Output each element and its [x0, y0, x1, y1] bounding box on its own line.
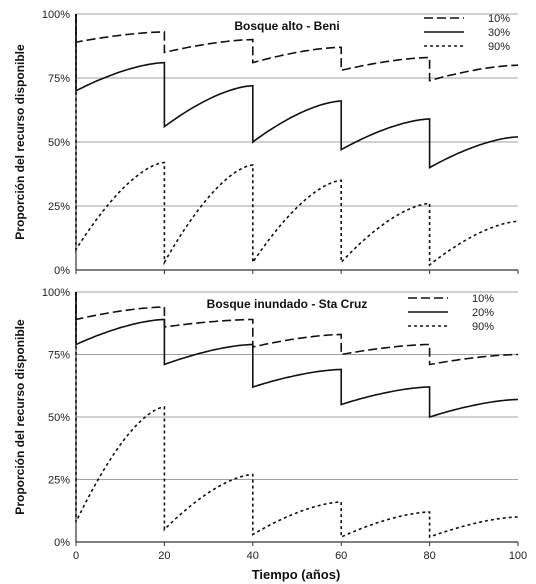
- x-tick-label: 60: [335, 550, 347, 562]
- legend-label: 10%: [472, 293, 494, 305]
- legend-label: 90%: [488, 41, 510, 53]
- legend-label: 90%: [472, 321, 494, 333]
- legend-label: 30%: [488, 27, 510, 39]
- y-tick-label: 50%: [48, 137, 70, 149]
- x-tick-label: 100: [509, 550, 527, 562]
- legend-label: 20%: [472, 307, 494, 319]
- series-line: [75, 292, 518, 366]
- series-line: [75, 292, 519, 539]
- panel-bosque-inundado: 0% 25% 50% 75% 100% 0 20 40 60 80 100 Proporción de…: [13, 287, 527, 562]
- y-axis-label: Proporción del recurso disponible: [13, 319, 27, 515]
- y-tick-label: 25%: [48, 201, 70, 213]
- panel-title: Bosque inundado - Sta Cruz: [207, 297, 368, 311]
- y-tick-label: 100%: [42, 9, 70, 21]
- y-tick-label: 50%: [48, 412, 70, 424]
- x-axis-label: Tiempo (años): [252, 567, 341, 582]
- series-line: [75, 14, 519, 267]
- x-tick-label: 40: [247, 550, 259, 562]
- legend-label: 10%: [488, 13, 510, 25]
- panel-bosque-alto: 0% 25% 50% 75% 100% Proporción del recurso di…: [13, 9, 519, 277]
- x-tick-label: 20: [158, 550, 170, 562]
- series-line: [75, 14, 519, 82]
- y-tick-label: 0%: [54, 265, 70, 277]
- panel-title: Bosque alto - Beni: [234, 19, 339, 33]
- y-axis-label: Proporción del recurso disponible: [13, 44, 27, 240]
- y-tick-label: 75%: [48, 73, 70, 85]
- y-tick-label: 0%: [54, 537, 70, 549]
- series-line: [75, 14, 519, 169]
- y-tick-label: 75%: [48, 350, 70, 362]
- y-tick-label: 100%: [42, 287, 70, 299]
- series-line: [75, 292, 519, 419]
- x-tick-label: 0: [73, 550, 79, 562]
- y-tick-label: 25%: [48, 475, 70, 487]
- x-tick-label: 80: [423, 550, 435, 562]
